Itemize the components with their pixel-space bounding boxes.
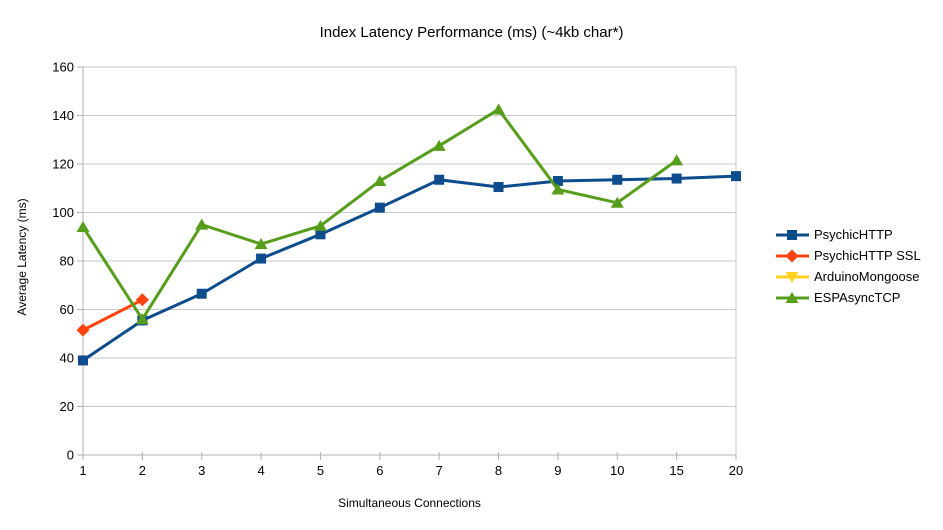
x-tick-label: 8: [495, 463, 502, 478]
y-tick-label: 160: [52, 60, 74, 75]
square-marker: [493, 182, 504, 193]
legend-label: PsychicHTTP: [814, 227, 893, 242]
square-marker: [612, 174, 623, 185]
square-marker: [731, 171, 741, 182]
legend-item-PsychicHTTP: PsychicHTTP: [776, 224, 921, 245]
x-tick-label: 3: [198, 463, 205, 478]
x-tick-label: 10: [610, 463, 624, 478]
x-tick-label: 4: [257, 463, 264, 478]
x-tick-label: 15: [669, 463, 683, 478]
x-tick-label: 20: [729, 463, 743, 478]
y-tick-label: 20: [60, 399, 74, 414]
y-tick-label: 140: [52, 108, 74, 123]
triangle-up-marker: [373, 174, 387, 186]
legend-label: ArduinoMongoose: [814, 269, 920, 284]
y-tick-label: 40: [60, 351, 74, 366]
x-tick-label: 7: [436, 463, 443, 478]
legend-triangle-down-icon: [776, 271, 809, 283]
series-line: [81, 107, 678, 321]
legend-triangle-up-icon: [776, 291, 809, 303]
square-marker: [552, 175, 563, 186]
legend-square-icon: [776, 229, 809, 240]
triangle-up-marker: [492, 103, 506, 115]
legend-item-ArduinoMongoose: ArduinoMongoose: [776, 266, 921, 287]
y-tick-label: 0: [67, 448, 74, 463]
gridlines: [83, 66, 736, 456]
square-marker: [256, 253, 267, 264]
y-axis-title: Average Latency (ms): [15, 198, 29, 316]
legend-marker: [787, 229, 797, 240]
square-marker: [315, 229, 326, 240]
triangle-up-marker: [670, 154, 684, 166]
x-tick-labels: 1 2 3 4 5 6 7 8 9 10 15 20: [79, 463, 743, 478]
series-PsychicHTTP-SSL: [76, 293, 149, 337]
y-tick-label: 60: [60, 302, 74, 317]
square-marker: [78, 355, 88, 366]
series-ESPAsyncTCP: [76, 103, 684, 325]
square-marker: [671, 173, 682, 184]
triangle-up-marker: [76, 221, 90, 233]
triangle-up-marker: [254, 238, 268, 250]
triangle-up-marker: [432, 139, 446, 151]
x-tick-label: 1: [79, 463, 86, 478]
x-axis-title: Simultaneous Connections: [338, 496, 481, 510]
legend-marker: [785, 291, 799, 303]
y-tick-labels: 0 20 40 60 80 100 120 140 160: [52, 60, 74, 463]
square-marker: [374, 202, 385, 213]
legend-label: ESPAsyncTCP: [814, 290, 901, 305]
y-tick-label: 120: [52, 157, 74, 172]
diamond-marker: [135, 293, 149, 307]
y-tick-label: 100: [52, 205, 74, 220]
series-PsychicHTTP: [78, 171, 741, 366]
square-marker: [196, 288, 207, 299]
axes: [77, 67, 737, 460]
legend-label: PsychicHTTP SSL: [814, 248, 921, 263]
triangle-up-marker: [610, 196, 624, 208]
series-line: [82, 174, 737, 362]
legend-marker: [785, 249, 799, 262]
triangle-up-marker: [135, 313, 149, 325]
triangle-up-marker: [551, 183, 565, 195]
legend-marker: [785, 271, 799, 283]
legend-item-ESPAsyncTCP: ESPAsyncTCP: [776, 287, 921, 308]
diamond-marker: [76, 323, 90, 337]
x-tick-label: 2: [139, 463, 146, 478]
y-tick-label: 80: [60, 254, 74, 269]
triangle-up-marker: [195, 218, 209, 230]
x-tick-label: 5: [317, 463, 324, 478]
triangle-up-marker: [313, 219, 327, 231]
legend: PsychicHTTP PsychicHTTP SSL ArduinoMongoos…: [776, 224, 921, 308]
x-tick-label: 6: [376, 463, 383, 478]
square-marker: [434, 174, 445, 185]
legend-diamond-icon: [776, 249, 809, 262]
chart-title: Index Latency Performance (ms) (~4kb cha…: [319, 24, 624, 41]
x-tick-label: 9: [554, 463, 561, 478]
legend-item-PsychicHTTP-SSL: PsychicHTTP SSL: [776, 245, 921, 266]
